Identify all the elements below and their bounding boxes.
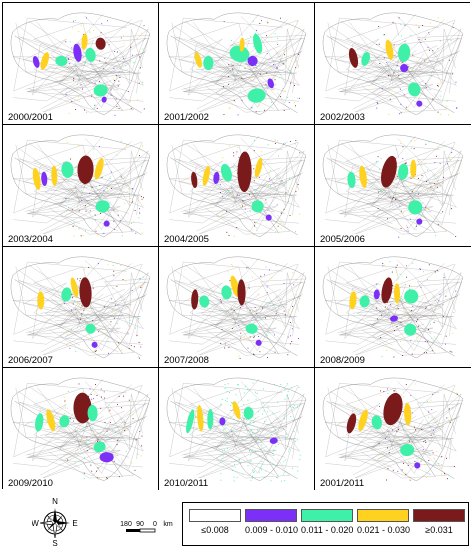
panel-year-label: 2001/2011	[318, 478, 367, 489]
map-panel: 2010/2011	[159, 368, 315, 490]
panel-year-label: 2003/2004	[6, 234, 55, 245]
scale-tick-90: 90	[136, 521, 144, 528]
legend-item: ≥0.031	[413, 509, 465, 535]
region-map	[166, 12, 307, 116]
region-map	[322, 134, 464, 238]
compass-rose: N S E W	[31, 497, 78, 548]
compass-rose-icon: N S E W	[31, 497, 77, 548]
legend-swatch	[301, 509, 353, 522]
map-panel: 2001/2011	[315, 368, 471, 490]
panel-year-label: 2010/2011	[162, 478, 211, 489]
panel-year-label: 2005/2006	[318, 234, 367, 245]
compass-north: N	[52, 497, 58, 506]
scale-unit: km	[163, 521, 173, 528]
legend-label: 0.021 - 0.030	[357, 525, 411, 535]
map-panel: 2002/2003	[315, 3, 471, 125]
map-panel: 2004/2005	[159, 125, 315, 247]
map-panel: 2007/2008	[159, 247, 315, 368]
map-panel: 2003/2004	[3, 125, 159, 247]
region-map	[166, 377, 307, 482]
legend-swatch	[189, 509, 241, 522]
scale-bar: 180 90 0 km	[118, 518, 198, 542]
panel-year-label: 2004/2005	[162, 234, 211, 245]
panel-year-label: 2009/2010	[6, 478, 55, 489]
panel-year-label: 2006/2007	[6, 355, 55, 366]
compass-south: S	[52, 539, 57, 547]
legend-swatch	[245, 509, 297, 522]
region-map	[10, 12, 151, 116]
legend-label: 0.009 - 0.010	[245, 525, 299, 535]
region-map	[10, 256, 151, 359]
region-map	[10, 377, 151, 481]
map-panel: 2009/2010	[3, 368, 159, 490]
scale-tick-180: 180	[120, 521, 132, 528]
region-map	[322, 377, 464, 481]
map-panel: 2008/2009	[315, 247, 471, 368]
panel-year-label: 2008/2009	[318, 355, 367, 366]
legend-item: 0.011 - 0.020	[301, 509, 353, 535]
panel-year-label: 2000/2001	[6, 112, 55, 123]
compass-east: E	[72, 519, 77, 528]
map-panel: 2005/2006	[315, 125, 471, 247]
legend-item: ≤0.008	[189, 509, 241, 535]
region-map	[10, 134, 151, 238]
legend: ≤0.008 0.009 - 0.010 0.011 - 0.020 0.021 - …	[182, 502, 469, 546]
region-map	[322, 12, 464, 116]
legend-label: ≥0.031	[425, 525, 453, 535]
scale-tick-0: 0	[153, 521, 157, 528]
region-map	[166, 134, 307, 238]
legend-label: ≤0.008	[201, 525, 229, 535]
panel-year-label: 2007/2008	[162, 355, 211, 366]
legend-swatch	[413, 509, 465, 522]
legend-item: 0.009 - 0.010	[245, 509, 299, 535]
legend-swatch	[357, 509, 409, 522]
map-panel: 2001/2002	[159, 3, 315, 125]
legend-label: 0.011 - 0.020	[301, 525, 354, 535]
compass-west: W	[32, 519, 39, 528]
region-map	[322, 256, 464, 359]
region-map	[166, 256, 307, 359]
panel-year-label: 2002/2003	[318, 112, 367, 123]
map-panel-grid: 2000/2001 2001/2002 2002/2003 2003/2004 2004…	[2, 2, 471, 490]
map-panel: 2000/2001	[3, 3, 159, 125]
panel-year-label: 2001/2002	[162, 112, 211, 123]
legend-item: 0.021 - 0.030	[357, 509, 411, 535]
map-panel: 2006/2007	[3, 247, 159, 368]
